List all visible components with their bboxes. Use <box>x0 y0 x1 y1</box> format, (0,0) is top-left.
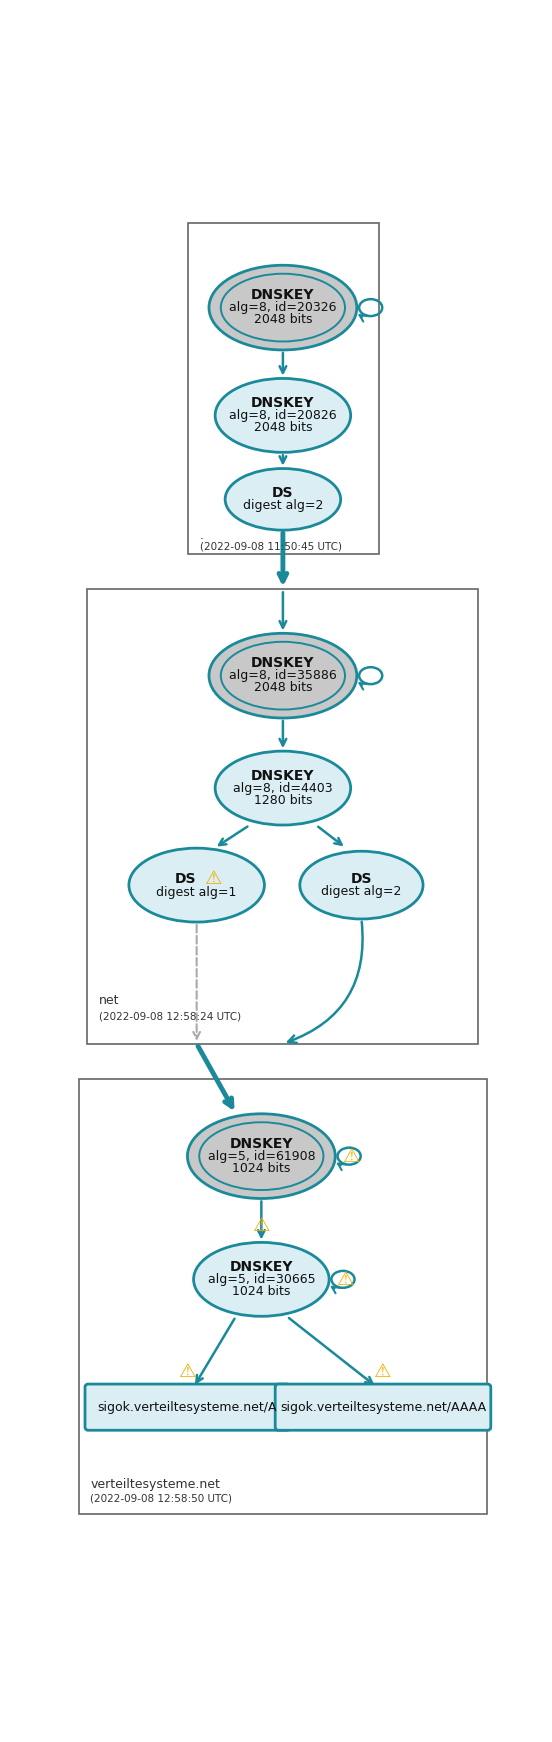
Text: (2022-09-08 12:58:50 UTC): (2022-09-08 12:58:50 UTC) <box>91 1493 232 1503</box>
Text: ⚠: ⚠ <box>343 1146 361 1165</box>
Text: digest alg=2: digest alg=2 <box>321 885 402 897</box>
Text: ⚠: ⚠ <box>374 1362 392 1381</box>
Text: ⚠: ⚠ <box>179 1362 196 1381</box>
Ellipse shape <box>209 265 357 350</box>
Ellipse shape <box>188 1113 335 1198</box>
Text: DS: DS <box>272 486 294 500</box>
Text: alg=8, id=4403: alg=8, id=4403 <box>233 782 333 794</box>
Text: DNSKEY: DNSKEY <box>251 395 315 409</box>
Text: alg=5, id=61908: alg=5, id=61908 <box>208 1150 315 1162</box>
Ellipse shape <box>194 1242 329 1317</box>
Text: (2022-09-08 11:50:45 UTC): (2022-09-08 11:50:45 UTC) <box>200 542 342 552</box>
Text: alg=8, id=20326: alg=8, id=20326 <box>229 301 337 314</box>
Text: 2048 bits: 2048 bits <box>254 422 312 434</box>
Text: DNSKEY: DNSKEY <box>251 768 315 782</box>
Text: 1024 bits: 1024 bits <box>232 1162 290 1174</box>
Text: ⚠: ⚠ <box>253 1216 270 1235</box>
Text: DS: DS <box>175 873 197 887</box>
Text: alg=8, id=35886: alg=8, id=35886 <box>229 669 337 683</box>
Text: sigok.verteiltesysteme.net/A: sigok.verteiltesysteme.net/A <box>98 1401 277 1415</box>
Text: DS: DS <box>351 873 372 887</box>
Ellipse shape <box>300 852 423 920</box>
Text: digest alg=1: digest alg=1 <box>156 887 237 899</box>
Text: DNSKEY: DNSKEY <box>230 1259 293 1273</box>
Bar <box>87 589 479 1043</box>
Text: digest alg=2: digest alg=2 <box>243 498 323 512</box>
FancyBboxPatch shape <box>85 1385 290 1430</box>
Text: verteiltesysteme.net: verteiltesysteme.net <box>91 1477 220 1491</box>
Text: DNSKEY: DNSKEY <box>251 657 315 671</box>
Text: alg=8, id=20826: alg=8, id=20826 <box>229 409 337 422</box>
Text: 2048 bits: 2048 bits <box>254 681 312 695</box>
Ellipse shape <box>225 469 341 530</box>
Text: 1024 bits: 1024 bits <box>232 1286 290 1298</box>
Text: 1280 bits: 1280 bits <box>254 794 312 807</box>
Text: (2022-09-08 12:58:24 UTC): (2022-09-08 12:58:24 UTC) <box>99 1012 241 1021</box>
Text: .: . <box>200 528 204 542</box>
Text: ⚠: ⚠ <box>205 869 222 888</box>
Text: ⚠: ⚠ <box>337 1270 355 1289</box>
Ellipse shape <box>215 378 351 453</box>
Text: alg=5, id=30665: alg=5, id=30665 <box>208 1273 315 1286</box>
Text: net: net <box>99 995 119 1007</box>
Text: DNSKEY: DNSKEY <box>230 1138 293 1151</box>
Ellipse shape <box>209 634 357 718</box>
Ellipse shape <box>129 848 264 922</box>
Ellipse shape <box>215 751 351 826</box>
Text: sigok.verteiltesysteme.net/AAAA: sigok.verteiltesysteme.net/AAAA <box>280 1401 486 1415</box>
Bar <box>79 1078 487 1514</box>
Text: 2048 bits: 2048 bits <box>254 314 312 326</box>
Text: DNSKEY: DNSKEY <box>251 287 315 303</box>
FancyBboxPatch shape <box>275 1385 491 1430</box>
Bar <box>188 223 379 554</box>
